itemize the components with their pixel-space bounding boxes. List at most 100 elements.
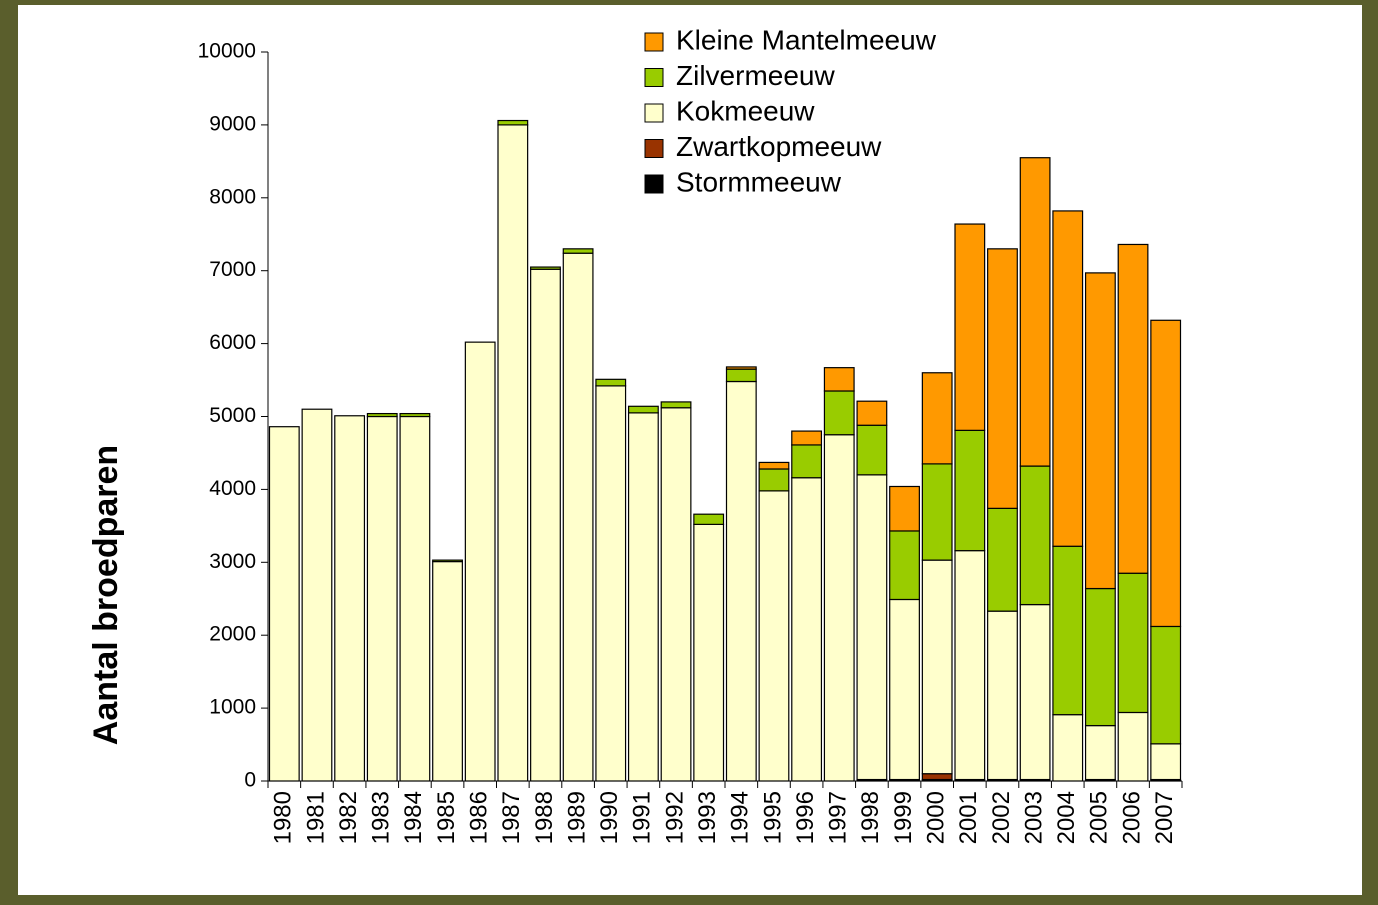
bar-segment	[1052, 714, 1084, 782]
bar-segment	[1150, 319, 1182, 628]
bar-segment	[791, 444, 823, 479]
bar-segment	[758, 461, 790, 470]
bar-segment	[562, 248, 594, 254]
y-tick-label: 9000	[209, 112, 256, 135]
legend-swatch	[644, 68, 664, 87]
bar-segment	[889, 530, 920, 601]
x-tick-label: 1996	[792, 791, 819, 844]
bar-segment	[889, 485, 920, 532]
bar-segment	[889, 598, 920, 781]
bar-segment	[660, 401, 692, 409]
x-tick-label: 1986	[466, 791, 493, 844]
bar-segment	[497, 124, 529, 782]
y-tick-label: 8000	[209, 185, 256, 208]
bar-segment	[1019, 603, 1051, 781]
bar-segment	[725, 368, 757, 383]
y-tick-label: 5000	[209, 404, 256, 427]
x-tick-label: 1993	[694, 791, 721, 844]
x-tick-label: 1990	[596, 791, 623, 844]
bar-segment	[856, 400, 888, 426]
bar-segment	[1084, 587, 1116, 727]
y-tick-label: 0	[244, 769, 256, 792]
legend-swatch	[644, 139, 664, 158]
x-tick-label: 1981	[302, 791, 329, 844]
bar-segment	[725, 380, 757, 782]
x-tick-label: 1991	[629, 791, 656, 844]
bar-segment	[823, 434, 855, 782]
bar-segment	[791, 477, 823, 782]
bar-segment	[268, 426, 300, 782]
bar-segment	[497, 119, 529, 126]
bar-segment	[954, 550, 986, 781]
bar-segment	[530, 268, 561, 782]
bar-segment	[562, 252, 594, 782]
bar-segment	[758, 468, 790, 492]
x-tick-label: 2006	[1118, 791, 1145, 844]
bar-segment	[366, 415, 398, 782]
bar-segment	[595, 378, 627, 387]
legend-label: Stormmeeuw	[676, 166, 842, 197]
x-tick-label: 1992	[661, 791, 688, 844]
x-tick-label: 1997	[825, 791, 852, 844]
bar-segment	[464, 341, 496, 782]
legend-swatch	[644, 32, 664, 52]
x-tick-label: 2002	[988, 791, 1015, 844]
legend-swatch	[644, 174, 664, 194]
bar-segment	[987, 610, 1018, 781]
x-tick-label: 2000	[923, 791, 950, 844]
x-tick-label: 1984	[400, 791, 427, 844]
y-tick-label: 6000	[209, 331, 256, 354]
bar-segment	[954, 223, 986, 431]
bar-segment	[987, 507, 1018, 612]
bar-segment	[1150, 743, 1182, 781]
bar-segment	[693, 513, 725, 525]
bar-segment	[856, 474, 888, 781]
bar-segment	[725, 366, 757, 370]
legend-label: Kleine Mantelmeeuw	[676, 24, 937, 55]
x-tick-label: 1987	[498, 791, 525, 844]
bar-segment	[921, 559, 953, 775]
legend-label: Kokmeeuw	[676, 95, 815, 126]
bar-segment	[530, 266, 561, 270]
y-tick-label: 3000	[209, 550, 256, 573]
bar-segment	[334, 415, 366, 782]
x-tick-label: 1980	[270, 791, 297, 844]
bar-segment	[954, 429, 986, 552]
bar-segment	[399, 412, 431, 418]
legend-label: Zwartkopmeeuw	[676, 131, 882, 162]
x-tick-label: 1999	[890, 791, 917, 844]
x-tick-label: 2004	[1053, 791, 1080, 844]
bar-segment	[1019, 157, 1051, 467]
bar-segment	[921, 773, 953, 781]
x-tick-label: 1994	[727, 791, 754, 844]
y-tick-label: 1000	[209, 696, 256, 719]
x-tick-label: 1985	[433, 791, 460, 844]
bar-segment	[627, 412, 659, 782]
bar-segment	[1052, 545, 1084, 716]
x-tick-label: 2005	[1086, 791, 1113, 844]
legend-swatch	[644, 103, 664, 123]
bar-segment	[693, 523, 725, 782]
bar-segment	[1084, 272, 1116, 590]
bar-segment	[595, 385, 627, 782]
bar-segment	[432, 560, 463, 782]
bar-segment	[399, 415, 431, 782]
y-tick-label: 10000	[198, 40, 256, 63]
x-tick-label: 2001	[955, 791, 982, 844]
legend-label: Zilvermeeuw	[676, 60, 835, 91]
bar-segment	[1150, 625, 1182, 745]
bar-segment	[1117, 243, 1149, 574]
bar-segment	[1084, 724, 1116, 781]
bar-segment	[1052, 210, 1084, 547]
bar-segment	[301, 408, 333, 782]
bar-segment	[758, 490, 790, 782]
bar-segment	[987, 248, 1018, 509]
y-tick-label: 7000	[209, 258, 256, 281]
bar-segment	[1117, 572, 1149, 714]
bar-segment	[856, 424, 888, 476]
bar-segment	[1019, 465, 1051, 606]
x-tick-label: 1995	[759, 791, 786, 844]
x-tick-label: 1988	[531, 791, 558, 844]
y-axis-label: Aantal broedparen	[87, 445, 125, 745]
